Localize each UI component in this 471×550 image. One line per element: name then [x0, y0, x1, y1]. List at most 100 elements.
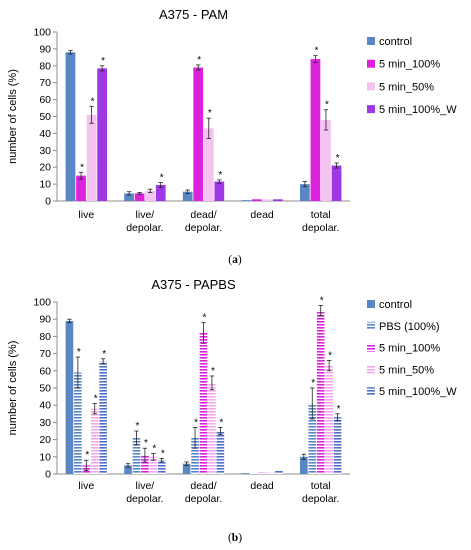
y-tick-label: 30	[39, 145, 51, 157]
y-tick-label: 0	[45, 196, 51, 208]
bar-control-live	[65, 52, 76, 201]
y-tick-label: 100	[33, 27, 51, 39]
bar-5-min-100-dead	[199, 332, 208, 474]
legend-swatch	[367, 59, 375, 68]
significance-star: *	[325, 100, 329, 111]
bar-5-min-50-dead	[203, 128, 214, 201]
significance-star: *	[328, 350, 332, 361]
y-tick-label: 30	[39, 417, 51, 429]
chart-title: A375 - PAM	[159, 7, 228, 22]
legend-label: 5 min_100%_W	[379, 386, 457, 398]
significance-star: *	[80, 162, 84, 173]
chart-title: A375 - PAPBS	[151, 277, 236, 292]
legend-swatch	[367, 321, 375, 330]
bar-control-total	[300, 456, 308, 474]
significance-star: *	[101, 56, 105, 67]
legend-label: control	[379, 36, 412, 48]
bar-5-min-100-w-live	[99, 361, 107, 474]
bar-5-min-100-dead	[193, 67, 204, 202]
category-label: live/depolar.	[126, 209, 163, 234]
bar-control-live	[65, 320, 74, 474]
bar-5-min-50-dead	[262, 199, 273, 201]
significance-star: *	[208, 108, 212, 119]
category-label: dead/depolar.	[185, 209, 222, 234]
bar-control-total	[300, 184, 310, 201]
bar-pbs-100-live	[132, 437, 141, 474]
bar-control-dead	[182, 463, 191, 474]
legend-label: 5 min_50%	[379, 364, 434, 376]
legend-label: 5 min_100%_W	[379, 104, 457, 116]
bar-5-min-100-w-dead	[216, 431, 225, 474]
bar-5-min-50-live	[86, 114, 97, 201]
bar-5-min-100-live	[134, 193, 145, 201]
category-label: total depolar.	[302, 209, 339, 234]
bar-5-min-50-total	[325, 365, 333, 474]
bar-control-dead	[241, 473, 250, 474]
significance-star: *	[211, 366, 215, 377]
bar-5-min-100-w-dead	[273, 199, 283, 201]
y-tick-label: 10	[39, 451, 51, 463]
category-label: dead/depolar.	[185, 480, 222, 505]
y-tick-label: 80	[39, 60, 51, 72]
bar-5-min-50-total	[321, 119, 331, 201]
bar-5-min-100-live	[141, 455, 149, 474]
legend-swatch	[367, 365, 375, 374]
category-label: dead	[250, 209, 274, 221]
significance-star: *	[336, 153, 340, 164]
legend-swatch	[367, 300, 375, 308]
significance-star: *	[161, 449, 165, 460]
significance-star: *	[91, 96, 95, 107]
significance-star: *	[203, 313, 207, 324]
y-tick-label: 20	[39, 162, 51, 174]
bar-control-dead	[241, 200, 252, 201]
bar-control-dead	[182, 191, 193, 201]
legend-swatch	[367, 37, 375, 45]
bar-pbs-100-dead	[249, 473, 258, 474]
significance-star: *	[194, 418, 198, 429]
category-label: live/depolar.	[126, 480, 163, 505]
bar-5-min-50-dead	[266, 472, 275, 474]
y-tick-label: 20	[39, 434, 51, 446]
panel-b: A375 - PAPBS 0 10 20 30 40 50 60 70 80 90 100 number…	[7, 277, 457, 544]
significance-star: *	[337, 404, 341, 415]
significance-star: *	[77, 347, 81, 358]
significance-star: *	[219, 418, 223, 429]
legend-label: 5 min_100%	[379, 343, 440, 355]
bar-5-min-100-w-total	[331, 165, 342, 201]
panel-a: A375 - PAM 0 10 20 30 40 50 60 70 80 90 100 number o…	[7, 7, 457, 266]
significance-star: *	[136, 421, 140, 432]
legend-swatch	[367, 105, 375, 114]
bar-pbs-100-live	[74, 372, 82, 474]
bar-5-min-50-dead	[208, 382, 216, 474]
bar-5-min-100-total	[316, 310, 325, 474]
y-tick-label: 100	[33, 297, 51, 309]
significance-star: *	[144, 438, 148, 449]
category-label: live	[78, 209, 94, 221]
significance-star: *	[85, 450, 89, 461]
bar-5-min-100-w-live	[157, 460, 166, 474]
panel-label: (b)	[228, 532, 242, 544]
bar-5-min-100-dead	[258, 472, 266, 474]
legend-label: 5 min_50%	[379, 81, 434, 93]
legend-label: 5 min_100%	[379, 59, 440, 71]
y-tick-label: 0	[45, 469, 51, 481]
bar-5-min-100-total	[310, 59, 321, 201]
significance-star: *	[320, 295, 324, 306]
bar-5-min-100-w-dead	[275, 470, 283, 474]
bar-5-min-100-w-total	[333, 417, 342, 474]
significance-star: *	[314, 46, 318, 57]
y-tick-label: 70	[39, 77, 51, 89]
significance-star: *	[152, 443, 156, 454]
y-tick-label: 40	[39, 128, 51, 140]
bar-control-live	[124, 193, 134, 201]
y-tick-label: 80	[39, 331, 51, 343]
legend-label: PBS (100%)	[379, 321, 440, 333]
significance-star: *	[197, 55, 201, 66]
y-tick-label: 60	[39, 365, 51, 377]
significance-star: *	[218, 170, 222, 181]
y-tick-label: 40	[39, 400, 51, 412]
y-tick-label: 90	[39, 43, 51, 55]
y-tick-label: 70	[39, 348, 51, 360]
y-tick-label: 50	[39, 111, 51, 123]
